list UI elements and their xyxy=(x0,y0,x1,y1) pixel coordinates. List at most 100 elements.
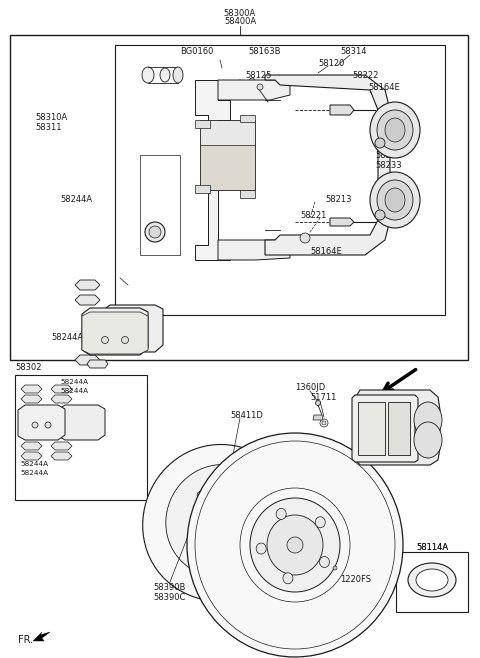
Polygon shape xyxy=(21,452,42,460)
Bar xyxy=(15,375,147,500)
Polygon shape xyxy=(265,75,390,255)
Text: 58311: 58311 xyxy=(35,122,61,132)
Text: 58222: 58222 xyxy=(352,70,378,80)
Polygon shape xyxy=(313,415,323,420)
Polygon shape xyxy=(218,80,290,100)
Text: 58390C: 58390C xyxy=(154,592,186,601)
Text: 58244A: 58244A xyxy=(60,195,92,205)
Text: 58233: 58233 xyxy=(375,161,402,170)
Polygon shape xyxy=(82,308,148,355)
Text: BG0160: BG0160 xyxy=(180,47,214,57)
Bar xyxy=(10,35,468,360)
Circle shape xyxy=(32,422,38,428)
Text: 58244A: 58244A xyxy=(60,388,88,394)
Ellipse shape xyxy=(276,509,286,519)
Polygon shape xyxy=(87,360,108,368)
Circle shape xyxy=(251,491,259,499)
Text: 58213: 58213 xyxy=(325,195,351,205)
Ellipse shape xyxy=(256,543,266,554)
Circle shape xyxy=(216,506,240,530)
Polygon shape xyxy=(82,312,148,354)
Polygon shape xyxy=(166,465,283,578)
Text: 58411D: 58411D xyxy=(230,411,263,420)
Ellipse shape xyxy=(236,80,244,90)
Polygon shape xyxy=(75,280,100,290)
Bar xyxy=(115,45,445,315)
Polygon shape xyxy=(21,395,42,403)
Ellipse shape xyxy=(414,402,442,438)
Polygon shape xyxy=(330,105,354,115)
Text: 58163B: 58163B xyxy=(248,47,280,57)
Circle shape xyxy=(287,537,303,553)
Text: 58314: 58314 xyxy=(340,47,367,57)
Ellipse shape xyxy=(142,67,154,83)
Text: 58232: 58232 xyxy=(375,151,401,159)
Polygon shape xyxy=(143,444,304,602)
Ellipse shape xyxy=(416,569,448,591)
Polygon shape xyxy=(195,80,230,260)
Text: 58244A: 58244A xyxy=(51,334,83,343)
Polygon shape xyxy=(240,115,255,122)
Circle shape xyxy=(197,537,205,545)
Text: 58125: 58125 xyxy=(245,70,271,80)
Text: 58302: 58302 xyxy=(15,363,41,372)
Ellipse shape xyxy=(408,563,456,597)
Text: 58244A: 58244A xyxy=(20,470,48,476)
Ellipse shape xyxy=(283,572,293,584)
Ellipse shape xyxy=(250,498,340,592)
Text: 58221: 58221 xyxy=(300,211,326,220)
Polygon shape xyxy=(75,355,100,365)
Text: 58310A: 58310A xyxy=(35,113,67,122)
Text: FR.: FR. xyxy=(18,635,33,645)
Circle shape xyxy=(145,222,165,242)
Polygon shape xyxy=(388,402,410,455)
Text: 58400A: 58400A xyxy=(224,18,256,26)
Text: 58390B: 58390B xyxy=(154,584,186,592)
Text: 1360JD: 1360JD xyxy=(295,384,325,393)
Text: 58114A: 58114A xyxy=(416,544,448,553)
Circle shape xyxy=(375,210,385,220)
Ellipse shape xyxy=(187,433,403,657)
Polygon shape xyxy=(51,385,72,393)
Ellipse shape xyxy=(385,118,405,142)
Ellipse shape xyxy=(173,67,183,83)
Circle shape xyxy=(300,233,310,243)
Circle shape xyxy=(206,496,250,540)
Circle shape xyxy=(322,421,326,425)
Circle shape xyxy=(315,401,321,405)
Polygon shape xyxy=(33,632,50,641)
Circle shape xyxy=(257,84,263,90)
Polygon shape xyxy=(218,240,290,260)
Polygon shape xyxy=(358,402,385,455)
Ellipse shape xyxy=(315,517,325,528)
Polygon shape xyxy=(51,442,72,450)
Polygon shape xyxy=(355,390,440,465)
Ellipse shape xyxy=(160,68,170,82)
Circle shape xyxy=(251,537,259,545)
Polygon shape xyxy=(51,452,72,460)
Polygon shape xyxy=(18,405,65,440)
Text: 51711: 51711 xyxy=(310,393,336,403)
Text: 58164E: 58164E xyxy=(310,247,342,257)
Ellipse shape xyxy=(377,180,413,220)
Ellipse shape xyxy=(377,110,413,150)
Polygon shape xyxy=(21,385,42,393)
Polygon shape xyxy=(195,185,210,193)
Polygon shape xyxy=(240,190,255,198)
Circle shape xyxy=(101,336,108,343)
Ellipse shape xyxy=(320,557,329,567)
Polygon shape xyxy=(352,395,418,462)
Ellipse shape xyxy=(370,172,420,228)
Polygon shape xyxy=(200,145,255,190)
Polygon shape xyxy=(195,120,210,128)
Circle shape xyxy=(197,491,205,499)
Text: 58244A: 58244A xyxy=(20,461,48,467)
Circle shape xyxy=(375,138,385,148)
Polygon shape xyxy=(200,120,255,190)
Ellipse shape xyxy=(267,515,323,575)
Ellipse shape xyxy=(370,102,420,158)
Polygon shape xyxy=(51,395,72,403)
Circle shape xyxy=(333,566,337,570)
Polygon shape xyxy=(102,305,163,352)
Ellipse shape xyxy=(249,78,255,86)
